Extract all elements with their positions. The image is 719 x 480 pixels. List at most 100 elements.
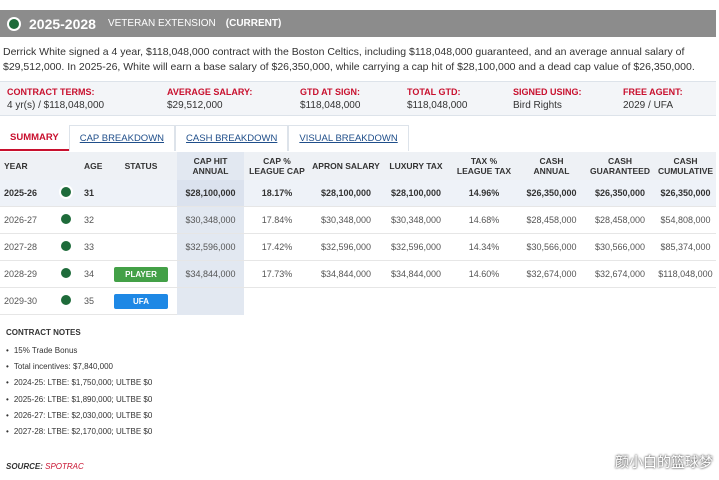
note: 2026-27: LTBE: $2,030,000; ULTBE $0 bbox=[6, 408, 152, 424]
column-header: YEAR bbox=[0, 152, 52, 180]
team-logo bbox=[59, 239, 73, 253]
value-cell: $30,348,000 bbox=[177, 206, 244, 234]
value-cell bbox=[244, 288, 310, 315]
age: 32 bbox=[80, 206, 105, 234]
term-label: FREE AGENT: bbox=[623, 87, 683, 97]
column-header: APRON SALARY bbox=[310, 152, 382, 180]
term-value: Bird Rights bbox=[513, 100, 562, 111]
value-cell: $85,374,000 bbox=[655, 233, 716, 261]
value-cell: $28,458,000 bbox=[518, 206, 585, 234]
value-cell: $26,350,000 bbox=[585, 180, 655, 207]
column-header: AGE bbox=[80, 152, 105, 180]
value-cell: 17.84% bbox=[244, 206, 310, 234]
year: 2028-29 bbox=[0, 260, 52, 288]
age: 33 bbox=[80, 233, 105, 261]
table-row: 2025-26 31 $28,100,000 18.17% $28,100,000 $28… bbox=[0, 180, 716, 207]
year: 2025-26 bbox=[0, 180, 52, 207]
note: 2024-25: LTBE: $1,750,000; ULTBE $0 bbox=[6, 375, 152, 391]
team-logo bbox=[59, 212, 73, 226]
status-cell bbox=[105, 180, 177, 207]
table-row: 2029-30 35 UFA bbox=[0, 287, 716, 315]
value-cell: 14.68% bbox=[450, 206, 518, 234]
value-cell: 14.60% bbox=[450, 260, 518, 288]
term: CONTRACT TERMS: 4 yr(s) / $118,048,000 bbox=[0, 82, 160, 115]
team-logo bbox=[59, 293, 73, 307]
column-header: CASH ANNUAL bbox=[518, 152, 585, 180]
watermark: 颜小白的篮球梦 bbox=[615, 455, 713, 471]
term-label: TOTAL GTD: bbox=[407, 87, 461, 97]
term-value: $29,512,000 bbox=[167, 100, 223, 111]
table-row: 2026-27 32 $30,348,000 17.84% $30,348,000 $30… bbox=[0, 206, 716, 234]
value-cell bbox=[655, 288, 716, 315]
value-cell: $28,100,000 bbox=[177, 180, 244, 207]
contract-years: 2025-2028 bbox=[29, 15, 96, 32]
description: Derrick White signed a 4 year, $118,048,… bbox=[3, 46, 695, 73]
age: 35 bbox=[80, 287, 105, 315]
logo-cell bbox=[52, 260, 80, 288]
source-label: SOURCE: bbox=[6, 462, 43, 471]
term: GTD AT SIGN: $118,048,000 bbox=[293, 82, 400, 115]
value-cell: $30,566,000 bbox=[585, 233, 655, 261]
terms: CONTRACT TERMS: 4 yr(s) / $118,048,000 AVE… bbox=[0, 81, 716, 116]
tab[interactable]: VISUAL BREAKDOWN bbox=[288, 125, 409, 151]
value-cell: $28,458,000 bbox=[585, 206, 655, 234]
term-label: CONTRACT TERMS: bbox=[7, 87, 95, 97]
note: 2027-28: LTBE: $2,170,000; ULTBE $0 bbox=[6, 424, 152, 440]
team-logo bbox=[7, 16, 21, 31]
contract-table: YEAR AGE STATUS CAP HIT ANNUAL CAP % LEAGUE … bbox=[0, 152, 716, 315]
value-cell: $28,100,000 bbox=[310, 180, 382, 207]
status-cell: PLAYER bbox=[105, 260, 177, 288]
value-cell bbox=[518, 288, 585, 315]
value-cell: $32,674,000 bbox=[518, 260, 585, 288]
value-cell: $28,100,000 bbox=[382, 180, 450, 207]
value-cell: $118,048,000 bbox=[655, 260, 716, 288]
contract-status: (CURRENT) bbox=[225, 18, 282, 29]
value-cell: $26,350,000 bbox=[518, 180, 585, 207]
value-cell: 14.34% bbox=[450, 233, 518, 261]
term: AVERAGE SALARY: $29,512,000 bbox=[160, 82, 293, 115]
value-cell: $26,350,000 bbox=[655, 180, 716, 207]
team-logo bbox=[59, 266, 73, 280]
logo-cell bbox=[52, 233, 80, 261]
value-cell: $34,844,000 bbox=[177, 260, 244, 288]
value-cell: $32,596,000 bbox=[310, 233, 382, 261]
column-header: CAP % LEAGUE CAP bbox=[244, 152, 310, 180]
age: 34 bbox=[80, 260, 105, 288]
tab[interactable]: CASH BREAKDOWN bbox=[175, 125, 289, 151]
age: 31 bbox=[80, 180, 105, 207]
term-value: 4 yr(s) / $118,048,000 bbox=[7, 100, 105, 111]
note: 15% Trade Bonus bbox=[6, 343, 152, 359]
logo-cell bbox=[52, 206, 80, 234]
tab[interactable]: SUMMARY bbox=[0, 125, 69, 151]
source: SOURCE: SPOTRAC bbox=[6, 462, 84, 471]
year: 2026-27 bbox=[0, 206, 52, 234]
value-cell: $30,566,000 bbox=[518, 233, 585, 261]
column-header: LUXURY TAX bbox=[382, 152, 450, 180]
year: 2029-30 bbox=[0, 287, 52, 315]
header-cell bbox=[52, 152, 80, 180]
value-cell: $32,674,000 bbox=[585, 260, 655, 288]
year: 2027-28 bbox=[0, 233, 52, 261]
term-label: SIGNED USING: bbox=[513, 87, 582, 97]
notes-list: 15% Trade BonusTotal incentives: $7,840,… bbox=[6, 343, 152, 440]
value-cell: 17.42% bbox=[244, 233, 310, 261]
note: Total incentives: $7,840,000 bbox=[6, 359, 152, 375]
value-cell: $30,348,000 bbox=[382, 206, 450, 234]
status-badge: PLAYER bbox=[114, 266, 168, 282]
value-cell: $34,844,000 bbox=[310, 260, 382, 288]
value-cell: $30,348,000 bbox=[310, 206, 382, 234]
term: SIGNED USING: Bird Rights bbox=[506, 82, 616, 115]
status-badge: UFA bbox=[114, 293, 168, 309]
source-value: SPOTRAC bbox=[45, 462, 84, 471]
value-cell: $54,808,000 bbox=[655, 206, 716, 234]
value-cell: $34,844,000 bbox=[382, 260, 450, 288]
table-row: 2028-29 34 PLAYER $34,844,000 17.73% $34,844,… bbox=[0, 260, 716, 288]
team-logo bbox=[59, 185, 73, 199]
term-value: $118,048,000 bbox=[407, 100, 468, 111]
tab[interactable]: CAP BREAKDOWN bbox=[68, 125, 176, 151]
column-header: TAX % LEAGUE TAX bbox=[450, 152, 518, 180]
value-cell bbox=[382, 288, 450, 315]
status-cell: UFA bbox=[105, 287, 177, 315]
value-cell bbox=[585, 288, 655, 315]
